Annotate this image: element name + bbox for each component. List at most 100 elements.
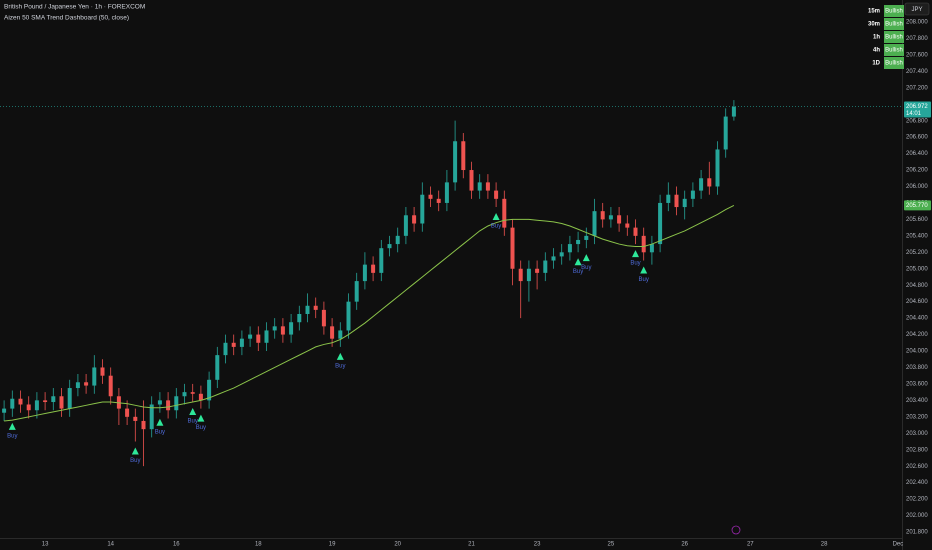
candle-body bbox=[125, 408, 130, 417]
dashboard-trend-cell bbox=[884, 5, 904, 17]
candle-body bbox=[469, 170, 474, 191]
buy-label: Buy bbox=[188, 419, 198, 425]
y-tick-label: 208.000 bbox=[906, 20, 928, 26]
candle-body bbox=[412, 215, 417, 224]
candle-body bbox=[526, 268, 531, 282]
x-tick-label: 19 bbox=[329, 542, 336, 548]
candle-body bbox=[59, 396, 64, 409]
dashboard-timeframe: 1D bbox=[872, 61, 880, 67]
x-tick-label: 27 bbox=[747, 542, 754, 548]
candle-body bbox=[51, 396, 56, 403]
y-tick-label: 206.800 bbox=[906, 118, 928, 124]
dashboard-trend-cell bbox=[884, 18, 904, 30]
buy-arrow bbox=[156, 418, 164, 426]
sma-line bbox=[4, 204, 735, 422]
y-tick-label: 203.400 bbox=[906, 398, 928, 404]
buy-label: Buy bbox=[196, 425, 206, 431]
buy-label: Buy bbox=[7, 433, 17, 439]
indicator-title: Aizen 50 SMA Trend Dashboard (50, close) bbox=[4, 15, 129, 22]
dashboard-timeframe: 15m bbox=[868, 9, 880, 15]
candle-body bbox=[272, 326, 277, 331]
sma-price-box bbox=[904, 200, 931, 211]
dashboard-trend: Bullish bbox=[885, 35, 903, 41]
candle-body bbox=[649, 244, 654, 253]
candle-body bbox=[313, 305, 318, 310]
buy-arrow bbox=[574, 258, 582, 266]
candle-body bbox=[551, 256, 556, 261]
candle-body bbox=[231, 342, 236, 347]
candle-body bbox=[207, 379, 212, 401]
y-tick-label: 204.400 bbox=[906, 316, 928, 322]
dashboard-timeframe: 30m bbox=[868, 22, 880, 28]
dashboard-trend: Bullish bbox=[885, 9, 903, 15]
candle-body bbox=[625, 223, 630, 228]
buy-label: Buy bbox=[630, 261, 640, 267]
candle-body bbox=[395, 235, 400, 245]
dashboard-trend-cell bbox=[884, 31, 904, 43]
candle-body bbox=[84, 382, 89, 386]
candle-body bbox=[362, 264, 367, 282]
buy-arrow bbox=[632, 250, 639, 258]
candle-body bbox=[18, 398, 23, 405]
candle-body bbox=[100, 367, 105, 376]
candle-body bbox=[289, 322, 294, 335]
candle-body bbox=[67, 388, 72, 409]
x-tick-label: 18 bbox=[255, 542, 262, 548]
candle-body bbox=[436, 198, 441, 203]
candle-body bbox=[567, 244, 572, 253]
candle-body bbox=[682, 198, 687, 208]
candle-body bbox=[157, 400, 162, 405]
y-tick-label: 204.600 bbox=[906, 299, 928, 305]
event-icon[interactable] bbox=[731, 525, 741, 535]
candle-body bbox=[576, 239, 581, 245]
candle-body bbox=[26, 404, 31, 411]
candle-body bbox=[444, 182, 449, 203]
sma-price-label: 205.770 bbox=[906, 203, 928, 209]
x-tick-label: 26 bbox=[681, 542, 688, 548]
chart-title: British Pound / Japanese Yen · 1h · FORE… bbox=[4, 4, 145, 11]
y-tick-label: 207.800 bbox=[906, 36, 928, 42]
candle-body bbox=[174, 396, 179, 411]
dashboard-timeframe: 1h bbox=[873, 35, 880, 41]
candle-body bbox=[190, 392, 195, 394]
candle-body bbox=[166, 400, 171, 411]
y-tick-label: 206.000 bbox=[906, 184, 928, 190]
buy-arrow bbox=[336, 352, 344, 360]
y-tick-label: 205.200 bbox=[906, 250, 928, 256]
candle-body bbox=[674, 194, 679, 208]
candle-body bbox=[34, 400, 39, 411]
x-tick-label: 13 bbox=[42, 542, 49, 548]
x-tick-label: 20 bbox=[394, 542, 401, 548]
x-tick-label: Dec bbox=[893, 542, 904, 548]
candle-body bbox=[477, 182, 482, 191]
currency-button[interactable] bbox=[904, 2, 930, 16]
dashboard-trend: Bullish bbox=[885, 61, 903, 67]
buy-label: Buy bbox=[130, 458, 140, 464]
candle-body bbox=[280, 326, 285, 335]
candle-body bbox=[43, 400, 48, 403]
x-tick-label: 16 bbox=[173, 542, 180, 548]
dashboard-cell bbox=[866, 44, 883, 56]
candle-body bbox=[108, 375, 113, 397]
last-price-box bbox=[904, 101, 931, 118]
candle-body bbox=[699, 178, 704, 191]
x-tick-label: 28 bbox=[821, 542, 828, 548]
candle-body bbox=[2, 408, 7, 413]
candle-body bbox=[518, 268, 523, 282]
y-tick-label: 205.600 bbox=[906, 217, 928, 223]
candle-body bbox=[690, 190, 695, 199]
buy-label: Buy bbox=[573, 269, 583, 275]
last-price-label: 206.972 bbox=[906, 104, 928, 110]
y-tick-label: 207.400 bbox=[906, 69, 928, 75]
candle-body bbox=[600, 211, 605, 220]
buy-label: Buy bbox=[155, 429, 165, 435]
candle-body bbox=[535, 268, 540, 273]
candle-body bbox=[10, 398, 15, 409]
buy-arrow bbox=[197, 414, 205, 422]
candle-body bbox=[379, 248, 384, 273]
candle-body bbox=[707, 178, 712, 187]
dashboard-trend: Bullish bbox=[885, 22, 903, 28]
candle-body bbox=[215, 355, 220, 380]
candle-body bbox=[617, 215, 622, 224]
